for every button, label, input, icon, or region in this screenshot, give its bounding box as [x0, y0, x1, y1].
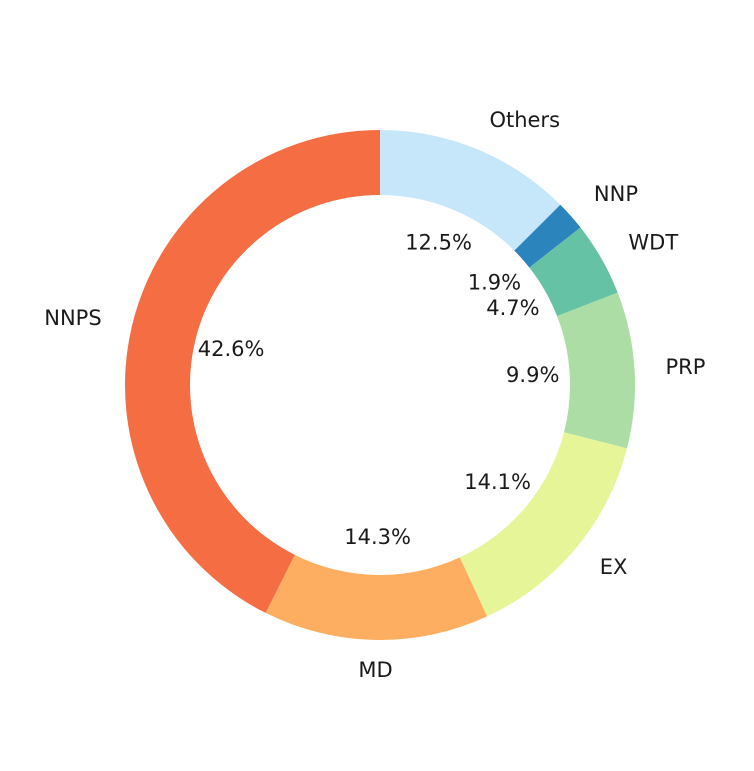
- percent-label-ex: 14.1%: [464, 470, 531, 494]
- slices-group: [125, 130, 635, 640]
- category-label-others: Others: [489, 108, 560, 132]
- percent-label-nnp: 1.9%: [468, 270, 521, 294]
- slice-others: [380, 130, 561, 251]
- percent-label-wdt: 4.7%: [486, 296, 539, 320]
- category-label-nnps: NNPS: [44, 306, 101, 330]
- percent-label-prp: 9.9%: [506, 363, 559, 387]
- labels-group: Others 12.5% NNP 1.9% WDT 4.7% PRP 9.9% EX 14.1% M…: [44, 108, 705, 682]
- percent-label-md: 14.3%: [344, 525, 411, 549]
- category-label-wdt: WDT: [628, 230, 678, 254]
- percent-label-others: 12.5%: [405, 231, 472, 255]
- category-label-prp: PRP: [665, 355, 705, 379]
- slice-nnps: [125, 130, 380, 613]
- slice-prp: [557, 292, 635, 449]
- category-label-md: MD: [358, 658, 392, 682]
- percent-label-nnps: 42.6%: [198, 337, 265, 361]
- slice-wdt: [529, 227, 618, 317]
- slice-nnp: [514, 204, 581, 268]
- category-label-ex: EX: [600, 555, 628, 579]
- slice-ex: [459, 432, 627, 617]
- slice-md: [265, 554, 488, 640]
- category-label-nnp: NNP: [594, 182, 638, 206]
